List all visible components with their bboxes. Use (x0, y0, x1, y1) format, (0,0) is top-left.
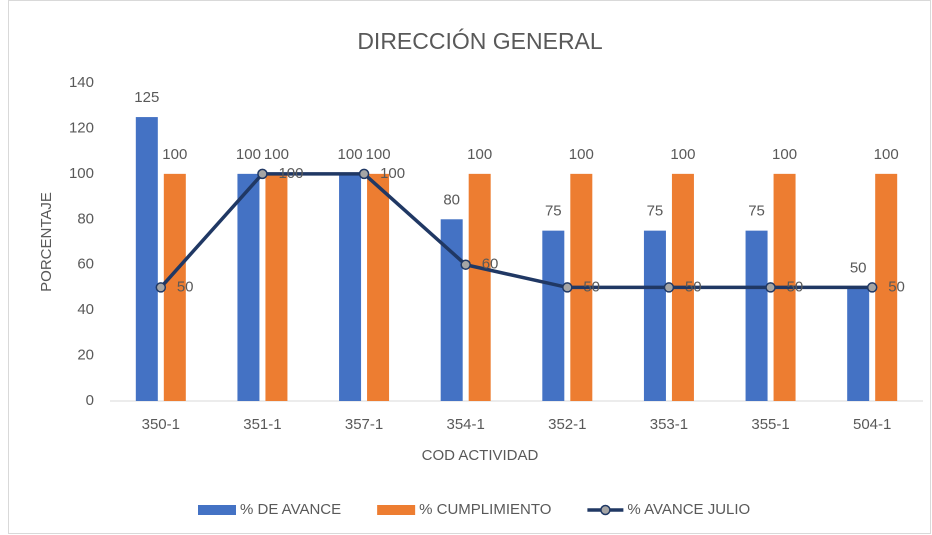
line-marker (663, 282, 675, 293)
line-marker (358, 168, 370, 180)
bar (468, 173, 491, 401)
bar (440, 219, 463, 401)
data-label: 100 (264, 146, 289, 163)
legend-label: % CUMPLIMIENTO (419, 501, 551, 518)
data-label: 100 (162, 146, 187, 163)
legend-swatch (377, 505, 416, 515)
y-tick-label: 140 (69, 74, 94, 91)
x-tick-label: 352-1 (548, 416, 586, 433)
legend-swatch-marker (600, 504, 611, 516)
bar (237, 173, 260, 401)
y-tick-label: 80 (77, 210, 94, 227)
data-label: 100 (569, 146, 594, 163)
bar (875, 173, 898, 401)
x-tick-label: 350-1 (142, 416, 180, 433)
y-tick-label: 120 (69, 119, 94, 136)
x-tick-label: 354-1 (447, 416, 485, 433)
y-tick-label: 60 (77, 256, 94, 273)
chart-title: DIRECCIÓN GENERAL (357, 28, 603, 54)
x-tick-label: 351-1 (243, 416, 281, 433)
bar (339, 173, 362, 401)
bar (643, 230, 666, 401)
legend-label: % DE AVANCE (240, 501, 341, 518)
line-marker (866, 282, 878, 293)
x-tick-label: 504-1 (853, 416, 891, 433)
bar (542, 230, 565, 401)
legend-swatch (198, 505, 236, 515)
line-marker (562, 282, 573, 293)
data-label: 60 (482, 256, 499, 273)
data-label: 80 (443, 191, 460, 208)
data-label: 75 (647, 203, 664, 220)
x-tick-label: 353-1 (650, 416, 688, 433)
data-label: 50 (787, 278, 804, 295)
data-label: 75 (748, 203, 765, 220)
y-axis-label: PORCENTAJE (38, 192, 55, 292)
x-tick-label: 355-1 (751, 416, 789, 433)
y-tick-label: 0 (86, 392, 94, 409)
bar (265, 173, 288, 401)
line-marker (257, 168, 268, 180)
data-label: 50 (177, 278, 194, 295)
bar (367, 173, 390, 401)
data-label: 100 (772, 146, 797, 163)
bar (847, 287, 870, 401)
y-tick-label: 100 (69, 165, 94, 182)
data-label: 100 (874, 146, 899, 163)
bar (745, 230, 768, 401)
data-label: 125 (134, 89, 159, 106)
bar (135, 117, 158, 402)
data-label: 100 (380, 165, 405, 182)
data-label: 50 (888, 278, 905, 295)
data-label: 100 (236, 146, 261, 163)
data-label: 50 (583, 278, 600, 295)
data-label: 100 (278, 165, 303, 182)
line-marker (155, 282, 167, 293)
data-label: 50 (685, 278, 702, 295)
legend-label: % AVANCE JULIO (627, 501, 750, 518)
data-label: 100 (467, 146, 492, 163)
data-label: 100 (366, 146, 391, 163)
line-marker (460, 259, 471, 270)
data-label: 100 (338, 146, 363, 163)
bar (163, 173, 186, 401)
data-label: 100 (670, 146, 695, 163)
line-marker (765, 282, 776, 293)
data-label: 50 (850, 259, 867, 276)
x-tick-label: 357-1 (345, 416, 383, 433)
x-axis-label: COD ACTIVIDAD (422, 447, 539, 464)
y-tick-label: 20 (77, 347, 94, 364)
y-tick-label: 40 (77, 301, 94, 318)
line (159, 172, 873, 290)
data-label: 75 (545, 203, 562, 220)
